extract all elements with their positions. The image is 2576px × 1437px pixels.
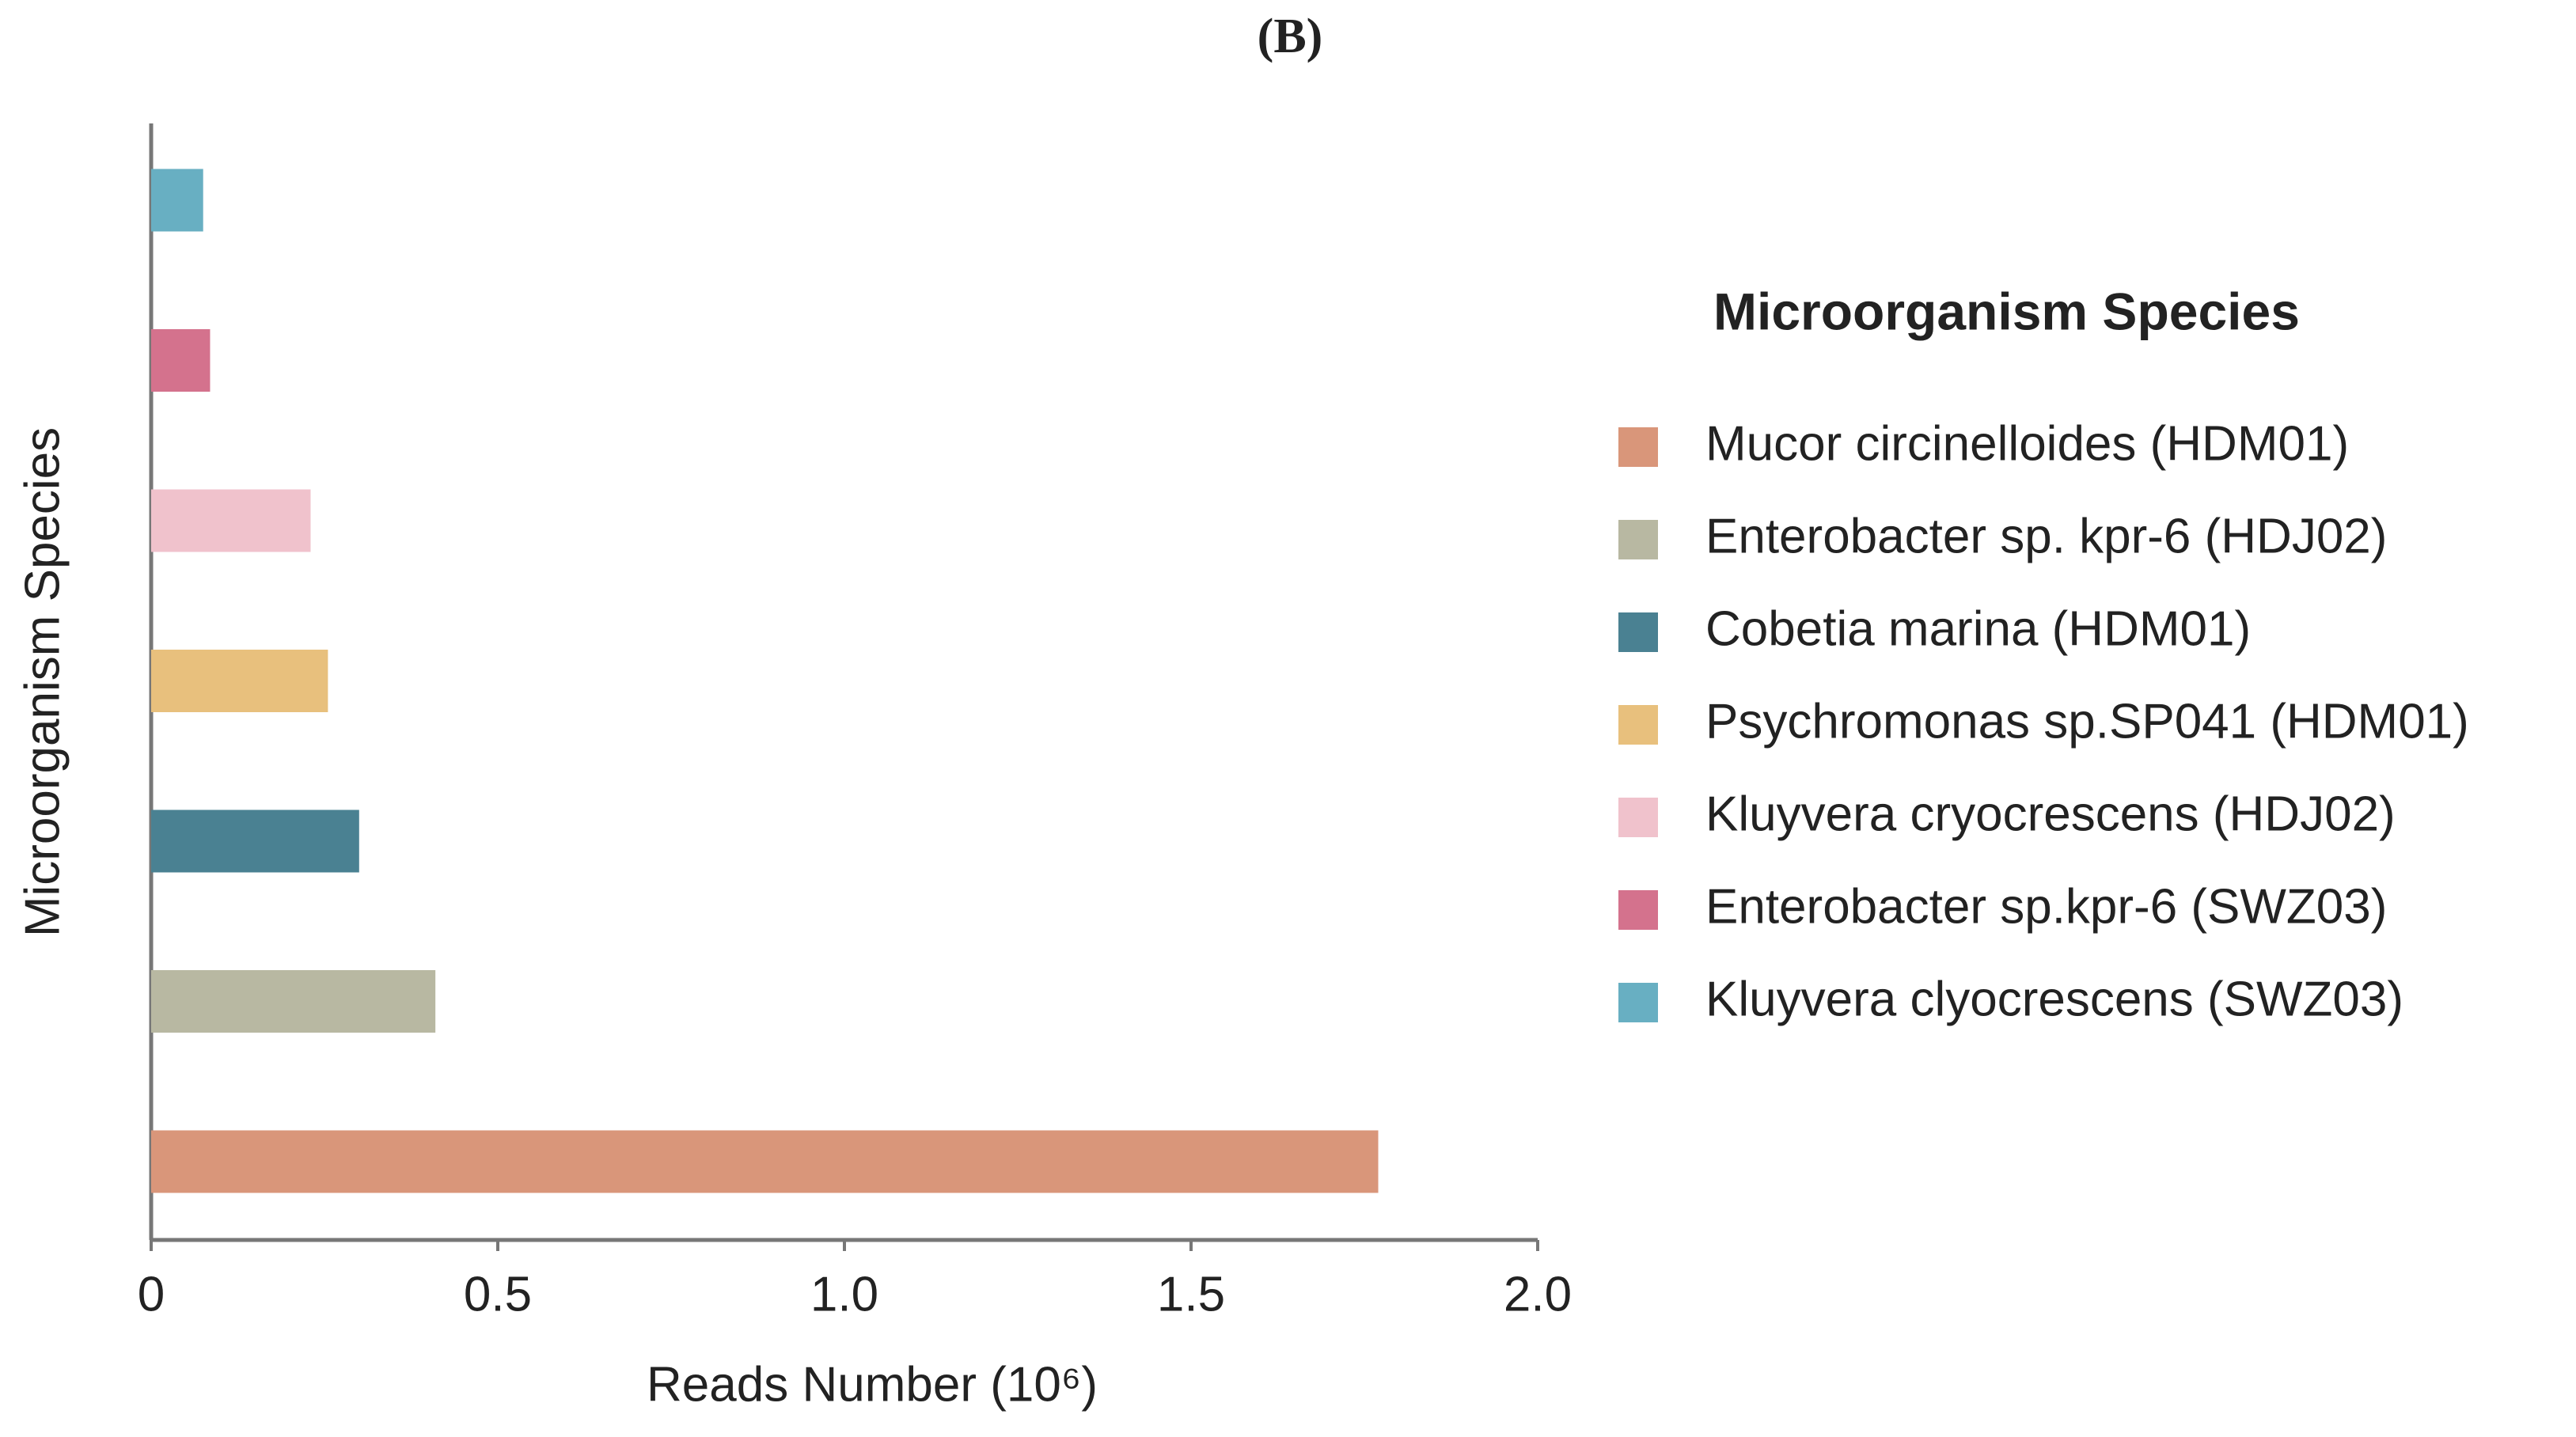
bar — [151, 809, 359, 873]
bar — [151, 329, 211, 392]
bar — [151, 489, 311, 552]
legend-label: Mucor circinelloides (HDM01) — [1705, 416, 2349, 471]
bar — [151, 1130, 1379, 1193]
bar — [151, 650, 328, 712]
x-tick-label: 2.0 — [1504, 1267, 1572, 1321]
x-tick-label: 1.0 — [810, 1267, 878, 1321]
y-axis-title: Microorganism Species — [15, 427, 70, 937]
x-axis-title: Reads Number (10⁶) — [647, 1357, 1098, 1412]
legend-swatch — [1618, 705, 1658, 745]
legend-label: Psychromonas sp.SP041 (HDM01) — [1705, 694, 2469, 749]
legend-label: Enterobacter sp.kpr-6 (SWZ03) — [1705, 879, 2387, 934]
legend-title: Microorganism Species — [1713, 282, 2300, 340]
x-tick-label: 0 — [138, 1267, 165, 1321]
legend-swatch — [1618, 798, 1658, 837]
x-tick-label: 1.5 — [1157, 1267, 1225, 1321]
legend-swatch — [1618, 983, 1658, 1022]
legend-label: Kluyvera clyocrescens (SWZ03) — [1705, 972, 2403, 1026]
legend-label: Enterobacter sp. kpr-6 (HDJ02) — [1705, 509, 2387, 563]
bar — [151, 169, 203, 232]
bar — [151, 970, 436, 1033]
panel-label: (B) — [1258, 9, 1323, 63]
x-tick-label: 0.5 — [464, 1267, 532, 1321]
legend-swatch — [1618, 427, 1658, 467]
legend-swatch — [1618, 520, 1658, 559]
legend-swatch — [1618, 890, 1658, 930]
legend-label: Kluyvera cryocrescens (HDJ02) — [1705, 787, 2396, 841]
legend-swatch — [1618, 612, 1658, 652]
legend-label: Cobetia marina (HDM01) — [1705, 601, 2251, 656]
